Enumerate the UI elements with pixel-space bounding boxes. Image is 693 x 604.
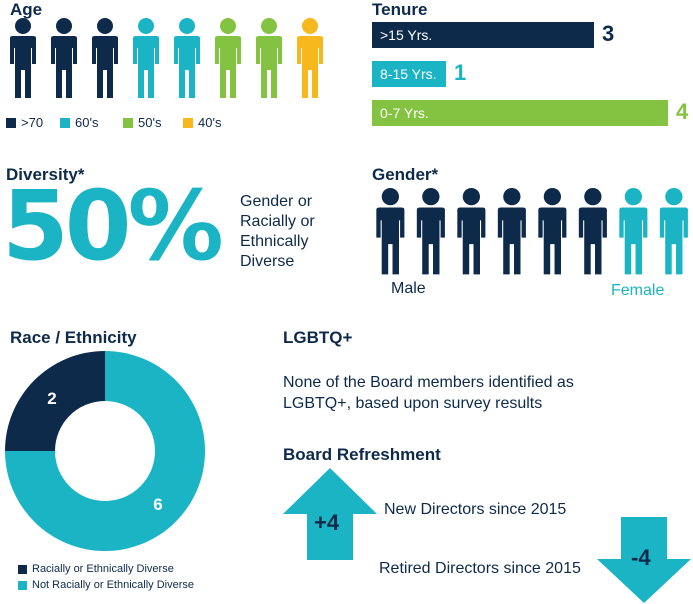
person-icon (497, 188, 526, 275)
tenure-bar-value: 1 (454, 60, 467, 85)
new-directors-label: New Directors since 2015 (384, 501, 567, 518)
diversity-title: Diversity* (6, 165, 85, 184)
gender-people-row (376, 188, 688, 275)
legend-label: 60's (75, 115, 99, 130)
race-legend-item: Not Racially or Ethnically Diverse (18, 579, 194, 591)
legend-swatch (183, 117, 193, 128)
tenure-bar-value: 3 (602, 21, 615, 46)
legend-swatch (18, 580, 27, 590)
lgbtq-text: None of the Board members identified as … (283, 372, 574, 414)
gender-title: Gender* (372, 165, 439, 184)
race-legend-item: Racially or Ethnically Diverse (18, 563, 174, 575)
retired-directors-value: -4 (631, 545, 651, 570)
person-icon (538, 188, 567, 275)
person-icon (416, 188, 445, 275)
retired-directors-label: Retired Directors since 2015 (379, 560, 581, 577)
diversity-description: Gender or Racially or Ethnically Diverse (240, 192, 315, 272)
age-legend-item: 50's (123, 115, 161, 130)
up-arrow-icon (283, 468, 377, 560)
male-label: Male (391, 280, 426, 297)
tenure-bar: >15 Yrs. (372, 22, 594, 48)
age-legend-item: >70 (6, 115, 43, 130)
person-icon (619, 188, 648, 275)
donut-slice (5, 351, 105, 451)
diversity-line: Gender or (240, 193, 313, 210)
legend-swatch (123, 117, 133, 128)
person-icon (215, 18, 241, 98)
down-arrow-icon (597, 517, 691, 603)
legend-swatch (60, 117, 70, 128)
person-icon (51, 18, 77, 98)
person-icon (297, 18, 323, 98)
person-icon (133, 18, 159, 98)
age-people-row (10, 18, 323, 98)
tenure-bar-value: 4 (676, 99, 689, 124)
refreshment-title: Board Refreshment (283, 445, 441, 464)
person-icon (10, 18, 36, 98)
tenure-bar: 8-15 Yrs. (372, 61, 446, 87)
tenure-title: Tenure (372, 0, 428, 19)
person-icon (578, 188, 607, 275)
person-icon (659, 188, 688, 275)
donut-slice (5, 351, 205, 551)
tenure-bar-label: 8-15 Yrs. (380, 66, 437, 82)
donut-slice-label: 6 (153, 495, 162, 514)
tenure-bar-label: >15 Yrs. (380, 27, 433, 43)
lgbtq-line: LGBTQ+, based upon survey results (283, 395, 543, 412)
race-donut-chart: 26 (5, 351, 205, 551)
legend-label: 50's (138, 115, 162, 130)
female-label: Female (611, 282, 665, 299)
diversity-line: Racially or (240, 213, 315, 230)
legend-label: Not Racially or Ethnically Diverse (32, 579, 194, 591)
diversity-line: Ethnically (240, 233, 309, 250)
age-legend-item: 60's (60, 115, 98, 130)
diversity-percent: 50% (2, 170, 224, 282)
person-icon (457, 188, 486, 275)
person-icon (92, 18, 118, 98)
legend-label: 40's (198, 115, 222, 130)
lgbtq-title: LGBTQ+ (283, 328, 353, 347)
race-title: Race / Ethnicity (10, 328, 137, 347)
person-icon (256, 18, 282, 98)
age-legend-item: 40's (183, 115, 221, 130)
new-directors-value: +4 (314, 510, 340, 535)
diversity-line: Diverse (240, 253, 295, 270)
lgbtq-line: None of the Board members identified as (283, 374, 574, 391)
person-icon (174, 18, 200, 98)
legend-swatch (18, 564, 27, 574)
legend-label: >70 (21, 115, 44, 130)
age-title: Age (10, 0, 43, 19)
person-icon (376, 188, 405, 275)
tenure-bar-label: 0-7 Yrs. (380, 105, 429, 121)
tenure-bar: 0-7 Yrs. (372, 100, 668, 126)
legend-swatch (6, 117, 16, 128)
donut-slice-label: 2 (47, 389, 56, 408)
legend-label: Racially or Ethnically Diverse (32, 563, 174, 575)
